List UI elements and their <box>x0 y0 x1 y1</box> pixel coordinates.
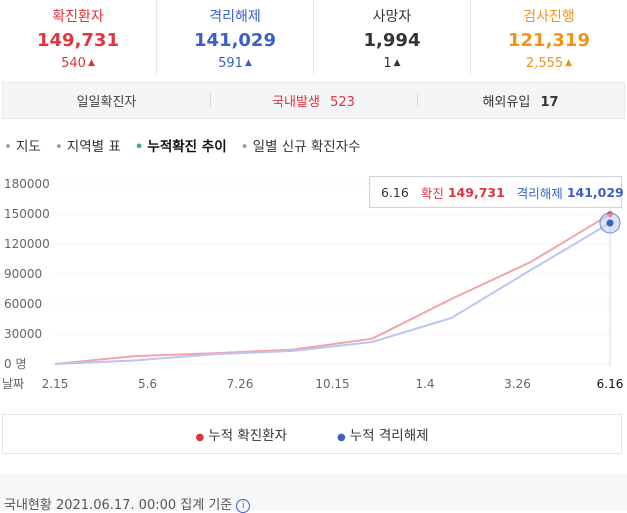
daily-domestic-value: 523 <box>330 95 355 110</box>
legend-dot-icon: ● <box>195 432 205 443</box>
footer-note: 국내현황 2021.06.17. 00:00 집계 기준 i <box>4 494 251 513</box>
daily-summary-bar: 일일확진자 국내발생 523 해외유입 17 <box>2 82 625 119</box>
daily-domestic-label: 국내발생 <box>272 95 320 110</box>
x-axis-title: 날짜 <box>2 377 24 391</box>
x-tick-label: 7.26 <box>227 377 254 391</box>
x-tick-label: 3.26 <box>504 377 531 391</box>
stat-deaths-label: 사망자 <box>372 9 412 25</box>
cumulative-line-chart[interactable]: 180000 150000 120000 90000 60000 30000 0 명 2.1… <box>0 170 627 395</box>
y-tick-label: 150000 <box>4 207 50 221</box>
tab-cumulative-trend-label: 누적확진 추이 <box>147 139 227 155</box>
stat-deaths-delta-row: 1 ▲ <box>314 56 470 71</box>
x-tick-label: 2.15 <box>42 377 69 391</box>
tab-map-label: 지도 <box>15 139 41 155</box>
tab-region-table[interactable]: • 지역별 표 <box>55 135 121 155</box>
y-tick-label: 180000 <box>4 177 50 191</box>
stat-released-value: 141,029 <box>194 30 276 51</box>
tab-region-table-label: 지역별 표 <box>66 139 121 155</box>
legend-dot-icon: ● <box>337 432 346 443</box>
stat-released-label: 격리해제 <box>209 9 261 25</box>
tooltip-confirmed-label: 확진 <box>420 185 444 201</box>
stat-testing-delta: 2,555 <box>525 56 564 71</box>
y-tick-label: 60000 <box>4 297 42 311</box>
stat-released: 격리해제 141,029 591 ▲ <box>157 0 314 74</box>
bullet-icon: • <box>4 139 12 155</box>
stat-confirmed-delta: 540 <box>61 56 86 71</box>
legend-item-released[interactable]: ● 누적 격리해제 <box>337 424 429 444</box>
chart-tooltip: 6.16 확진 149,731 격리해제 141,029 <box>369 176 624 208</box>
stat-confirmed-label: 확진환자 <box>52 9 104 25</box>
tab-daily-new-label: 일별 신규 확진자수 <box>252 139 361 155</box>
x-tick-label: 5.6 <box>138 377 157 391</box>
daily-label: 일일확진자 <box>76 95 137 110</box>
stat-confirmed-value: 149,731 <box>37 30 119 51</box>
tooltip-released-label: 격리해제 <box>516 185 563 201</box>
up-arrow-icon: ▲ <box>87 58 95 68</box>
up-arrow-icon: ▲ <box>565 58 573 68</box>
daily-overseas-label: 해외유입 <box>482 95 531 110</box>
legend-released-label: 누적 격리해제 <box>349 428 429 444</box>
x-tick-label: 1.4 <box>415 377 434 391</box>
up-arrow-icon: ▲ <box>244 58 252 68</box>
tooltip-released-value: 141,029 <box>566 184 624 200</box>
footer-text: 국내현황 2021.06.17. 00:00 집계 기준 <box>4 498 233 513</box>
daily-overseas: 해외유입 17 <box>417 91 624 110</box>
stat-confirmed: 확진환자 149,731 540 ▲ <box>0 0 157 74</box>
stat-released-delta-row: 591 ▲ <box>157 56 313 71</box>
legend-item-confirmed[interactable]: ● 누적 확진환자 <box>195 424 287 444</box>
tooltip-confirmed-value: 149,731 <box>447 184 505 200</box>
series-line-released <box>54 222 611 365</box>
stats-row: 확진환자 149,731 540 ▲ 격리해제 141,029 591 ▲ 사망자 … <box>0 0 627 76</box>
stat-released-delta: 591 <box>218 56 243 71</box>
chart-legend: ● 누적 확진환자 ● 누적 격리해제 <box>2 414 622 454</box>
y-tick-labels: 180000 150000 120000 90000 60000 30000 0 명 <box>4 177 50 371</box>
stat-testing-label: 검사진행 <box>523 9 575 25</box>
x-tick-label: 10.15 <box>315 377 349 391</box>
tooltip-date: 6.16 <box>381 184 409 200</box>
y-tick-label: 90000 <box>4 267 42 281</box>
stat-testing-delta-row: 2,555 ▲ <box>471 56 627 71</box>
stat-deaths-value: 1,994 <box>363 30 421 51</box>
chart-tabs: • 지도 • 지역별 표 • 누적확진 추이 • 일별 신규 확진자수 <box>4 135 361 155</box>
tab-cumulative-trend[interactable]: • 누적확진 추이 <box>135 135 227 155</box>
point-released-6-16 <box>606 219 614 227</box>
series-line-confirmed <box>54 213 611 365</box>
x-tick-label: 6.16 <box>597 377 624 391</box>
bullet-icon: • <box>134 139 144 155</box>
up-arrow-icon: ▲ <box>393 58 401 68</box>
legend-confirmed-label: 누적 확진환자 <box>208 428 287 444</box>
bullet-icon: • <box>240 139 249 155</box>
y-tick-label: 120000 <box>4 237 50 251</box>
y-tick-label: 0 명 <box>4 357 27 371</box>
bullet-icon: • <box>54 139 63 155</box>
stat-confirmed-delta-row: 540 ▲ <box>0 56 156 71</box>
x-tick-labels: 2.15 5.6 7.26 10.15 1.4 3.26 6.16 <box>42 377 624 391</box>
footer-band <box>0 474 627 511</box>
stat-deaths: 사망자 1,994 1 ▲ <box>314 0 471 74</box>
daily-overseas-value: 17 <box>540 95 559 110</box>
chart-gridlines <box>52 183 612 365</box>
stat-deaths-delta: 1 <box>383 56 392 71</box>
daily-domestic: 국내발생 523 <box>210 91 417 110</box>
stat-testing: 검사진행 121,319 2,555 ▲ <box>471 0 627 74</box>
stat-testing-value: 121,319 <box>508 30 590 51</box>
tab-daily-new[interactable]: • 일별 신규 확진자수 <box>241 135 361 155</box>
tab-map[interactable]: • 지도 <box>4 135 41 155</box>
y-tick-label: 30000 <box>4 327 42 341</box>
